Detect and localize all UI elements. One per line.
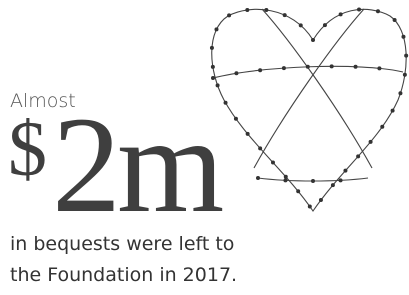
heart-dot bbox=[380, 125, 384, 129]
heart-dot bbox=[258, 68, 262, 72]
heart-dot bbox=[211, 76, 215, 80]
heart-dot bbox=[404, 54, 408, 58]
heart-dot bbox=[245, 8, 249, 12]
infographic: Almost $ 2m in bequests were left to the… bbox=[0, 0, 409, 295]
heart-dot bbox=[271, 161, 275, 165]
heart-dot bbox=[331, 183, 335, 187]
currency-symbol: $ bbox=[8, 110, 47, 188]
heart-dot bbox=[224, 101, 228, 105]
heart-dot bbox=[403, 73, 407, 77]
heart-dot bbox=[398, 91, 402, 95]
heart-dot bbox=[283, 13, 287, 17]
heart-dot bbox=[211, 65, 215, 69]
heart-dot bbox=[308, 204, 312, 208]
heart-dot bbox=[330, 64, 334, 68]
heart-dot bbox=[343, 169, 347, 173]
caption-line: the Foundation in 2017. bbox=[10, 264, 237, 286]
heart-line bbox=[254, 9, 364, 168]
heart-dot bbox=[323, 23, 327, 27]
heart-dot bbox=[214, 27, 218, 31]
heart-dot bbox=[210, 46, 214, 50]
heart-dot bbox=[376, 9, 380, 13]
heart-dot bbox=[258, 146, 262, 150]
heart-dot bbox=[339, 178, 343, 182]
heart-dot bbox=[391, 109, 395, 113]
heart-dot bbox=[354, 65, 358, 69]
heart-dot bbox=[227, 13, 231, 17]
amount: 2m bbox=[52, 96, 220, 234]
heart-dot bbox=[356, 154, 360, 158]
heart-dot bbox=[306, 65, 310, 69]
heart-dot bbox=[311, 179, 315, 183]
heart-dot bbox=[234, 71, 238, 75]
heart-dot bbox=[284, 175, 288, 179]
heart-line bbox=[262, 9, 372, 168]
heart-dot bbox=[357, 8, 361, 12]
heart-dot bbox=[282, 66, 286, 70]
heart-dot bbox=[369, 140, 373, 144]
heart-dot bbox=[401, 35, 405, 39]
heart-dot bbox=[296, 189, 300, 193]
heart-dot bbox=[283, 178, 287, 182]
heart-dot bbox=[319, 198, 323, 202]
heart-dot bbox=[311, 38, 315, 42]
heart-dot bbox=[377, 66, 381, 70]
heart-dot bbox=[256, 176, 260, 180]
heart-dot bbox=[264, 8, 268, 12]
caption-line: in bequests were left to bbox=[10, 233, 234, 255]
heart-dot bbox=[246, 132, 250, 136]
heart-dot bbox=[216, 83, 220, 87]
heart-dot bbox=[393, 18, 397, 22]
heart-dot bbox=[234, 117, 238, 121]
heart-dot bbox=[339, 12, 343, 16]
heart-dot bbox=[299, 23, 303, 27]
